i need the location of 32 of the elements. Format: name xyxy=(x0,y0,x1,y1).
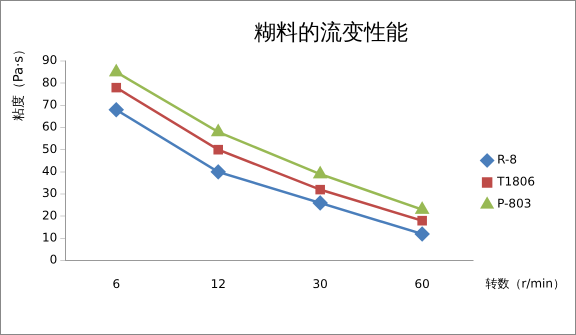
x-axis-title: 转数（r/min） xyxy=(485,276,565,291)
x-tick-label: 12 xyxy=(210,276,226,291)
y-tick-label: 10 xyxy=(42,230,58,245)
legend-label: T1806 xyxy=(496,174,536,189)
point xyxy=(416,202,429,214)
point xyxy=(314,166,327,178)
x-tick-label: 6 xyxy=(112,276,120,291)
y-tick-label: 50 xyxy=(42,142,58,156)
y-axis-title: 粘度（Pa·s） xyxy=(10,43,26,122)
point xyxy=(213,144,224,154)
point xyxy=(414,226,430,242)
point xyxy=(315,184,325,194)
y-tick-label: 60 xyxy=(42,120,58,134)
chart-title: 糊料的流变性能 xyxy=(254,20,408,46)
y-tick-label: 80 xyxy=(42,75,58,90)
y-tick-label: 40 xyxy=(42,164,58,178)
point xyxy=(212,124,225,136)
point xyxy=(312,196,328,210)
point xyxy=(109,102,124,118)
legend-label: P-803 xyxy=(497,196,532,211)
y-tick-label: 20 xyxy=(42,208,58,222)
y-tick-label: 0 xyxy=(50,252,58,267)
point xyxy=(417,216,427,226)
point xyxy=(210,164,226,180)
x-tick-label: 60 xyxy=(414,276,430,291)
y-tick-label: 30 xyxy=(42,186,58,200)
legend-label: R-8 xyxy=(497,152,517,167)
point xyxy=(110,64,123,76)
y-tick-label: 90 xyxy=(42,53,58,68)
y-tick-label: 70 xyxy=(42,97,58,112)
point xyxy=(111,82,122,92)
x-tick-label: 30 xyxy=(312,276,328,291)
